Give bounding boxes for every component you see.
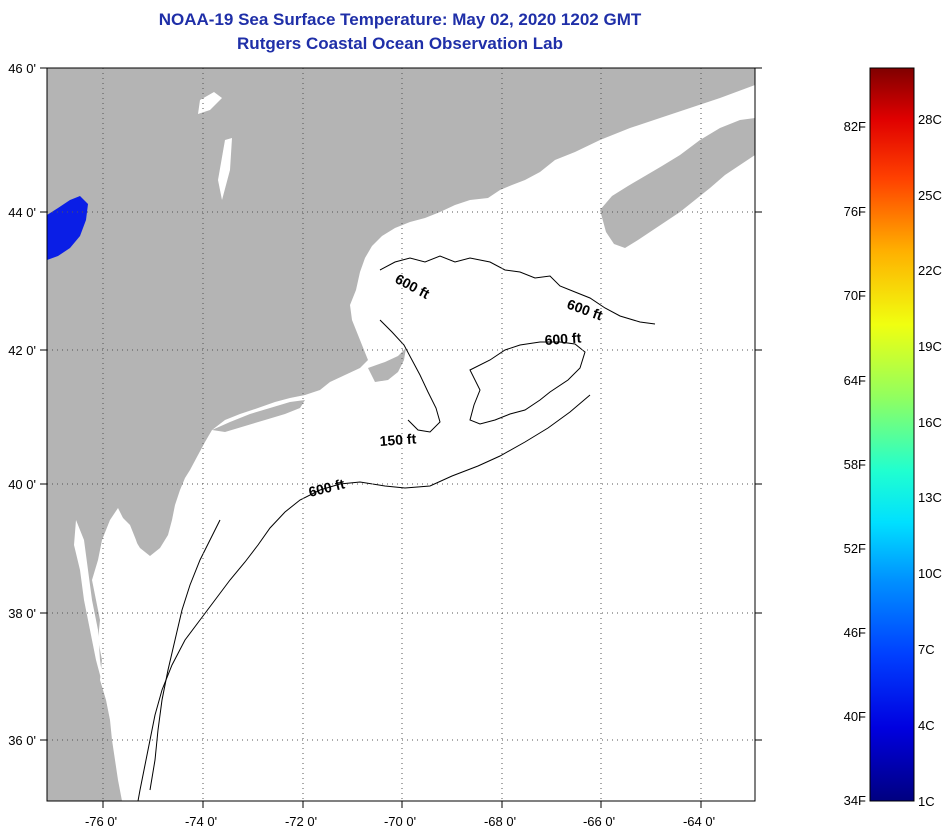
land-long-island (212, 400, 305, 432)
map-panel (47, 68, 755, 801)
land-cape-cod (368, 348, 406, 382)
c-label-10: 10C (918, 566, 942, 581)
contour-label-georges: 600 ft (544, 329, 582, 348)
lat-label-40: 40 0' (8, 477, 36, 492)
latitude-labels: 46 0' 44 0' 42 0' 40 0' 38 0' 36 0' (8, 61, 36, 748)
c-label-7: 7C (918, 642, 935, 657)
contour-georges-bank (469, 341, 586, 425)
c-label-19: 19C (918, 339, 942, 354)
c-label-4: 4C (918, 718, 935, 733)
contour-cape-cod-150 (379, 319, 441, 433)
map-subtitle: Rutgers Coastal Ocean Observation Lab (237, 34, 563, 53)
map-ticks (40, 67, 762, 808)
lon-label-74: -74 0' (185, 814, 217, 829)
c-label-13: 13C (918, 490, 942, 505)
contour-shelf-600 (137, 394, 591, 801)
land-mainland (47, 68, 755, 801)
lake-small-2 (218, 138, 232, 200)
c-label-1: 1C (918, 794, 935, 809)
f-label-34: 34F (844, 793, 866, 808)
f-label-46: 46F (844, 625, 866, 640)
fahrenheit-labels: 82F 76F 70F 64F 58F 52F 46F 40F 34F (844, 119, 866, 808)
map-frame (46, 67, 756, 802)
f-label-64: 64F (844, 373, 866, 388)
delaware-bay (120, 515, 140, 552)
c-label-28: 28C (918, 112, 942, 127)
contour-gulf-of-maine (379, 255, 656, 325)
f-label-82: 82F (844, 119, 866, 134)
lat-label-38: 38 0' (8, 606, 36, 621)
chesapeake-bay (74, 520, 108, 720)
c-label-22: 22C (918, 263, 942, 278)
lat-label-44: 44 0' (8, 205, 36, 220)
lon-label-72: -72 0' (285, 814, 317, 829)
lat-label-42: 42 0' (8, 343, 36, 358)
c-label-16: 16C (918, 415, 942, 430)
f-label-58: 58F (844, 457, 866, 472)
lat-label-46: 46 0' (8, 61, 36, 76)
land-nova-scotia (600, 118, 755, 248)
lon-label-66: -66 0' (583, 814, 615, 829)
celsius-labels: 28C 25C 22C 19C 16C 13C 10C 7C 4C 1C (918, 112, 942, 809)
longitude-labels: -76 0' -74 0' -72 0' -70 0' -68 0' -66 0… (85, 814, 715, 829)
map-title: NOAA-19 Sea Surface Temperature: May 02,… (158, 10, 642, 29)
contour-label-cape-cod: 150 ft (379, 430, 417, 449)
color-bar: 82F 76F 70F 64F 58F 52F 46F 40F 34F 28C … (844, 67, 942, 809)
color-bar-gradient (869, 67, 915, 802)
f-label-52: 52F (844, 541, 866, 556)
lon-label-64: -64 0' (683, 814, 715, 829)
lon-label-70: -70 0' (384, 814, 416, 829)
c-label-25: 25C (918, 188, 942, 203)
lat-label-36: 36 0' (8, 733, 36, 748)
f-label-40: 40F (844, 709, 866, 724)
lake-small-1 (198, 92, 222, 114)
lon-label-76: -76 0' (85, 814, 117, 829)
lon-label-68: -68 0' (484, 814, 516, 829)
f-label-76: 76F (844, 204, 866, 219)
graticule (47, 68, 755, 801)
f-label-70: 70F (844, 288, 866, 303)
